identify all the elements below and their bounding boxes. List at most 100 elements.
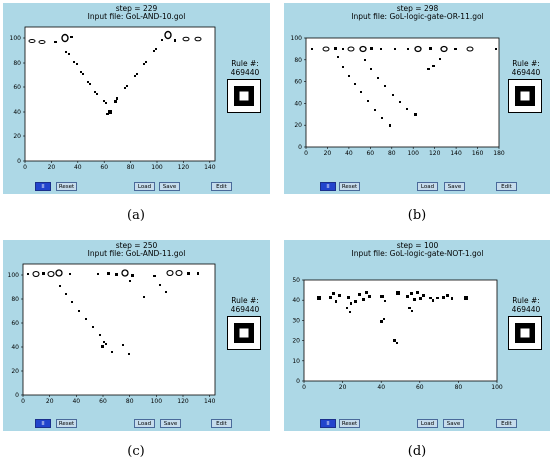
svg-text:80: 80 (126, 398, 134, 405)
svg-text:40: 40 (294, 100, 302, 107)
svg-text:140: 140 (450, 150, 462, 157)
svg-text:80: 80 (127, 164, 135, 171)
rule-label: Rule #: 469440 (506, 59, 546, 77)
edit-button[interactable]: Edit (496, 419, 517, 428)
y-tick: 10 (292, 358, 304, 365)
x-axis: 0 20 40 60 80 100 120 140 (21, 395, 216, 405)
y-axis: 0 10 20 30 40 50 (292, 277, 304, 385)
x-tick: 60 (416, 381, 424, 391)
svg-text:100: 100 (8, 272, 20, 279)
svg-text:80: 80 (294, 57, 302, 64)
y-tick: 30 (292, 317, 304, 324)
reset-button[interactable]: Reset (339, 182, 360, 191)
panel-c: step = 250 Input file: GoL-AND-11.gol 0 … (3, 240, 270, 431)
save-button[interactable]: Save (444, 182, 465, 191)
svg-text:80: 80 (11, 296, 19, 303)
live-cells (28, 30, 202, 115)
x-axis: 0 20 40 60 80 100 120 140 (23, 161, 216, 171)
svg-text:120: 120 (178, 164, 190, 171)
save-button[interactable]: Save (159, 182, 180, 191)
rule-pattern-icon (227, 79, 261, 113)
y-tick: 20 (292, 338, 304, 345)
x-tick: 40 (72, 395, 80, 405)
y-axis: 0 20 40 60 80 100 (291, 35, 306, 151)
x-tick: 0 (23, 161, 27, 171)
svg-text:100: 100 (407, 150, 419, 157)
y-axis: 0 20 40 60 80 100 (8, 272, 23, 399)
x-tick: 40 (74, 161, 82, 171)
svg-text:0: 0 (15, 392, 19, 399)
grid-plot: 0 20 40 60 80 100 120 140 0 20 40 60 80 … (10, 26, 216, 171)
x-tick: 40 (377, 381, 385, 391)
svg-text:60: 60 (11, 320, 19, 327)
panel-b: step = 298 Input file: GoL-logic-gate-OR… (284, 3, 550, 194)
x-tick: 80 (455, 381, 462, 391)
rule-value: 469440 (511, 305, 541, 314)
caption-b: (b) (407, 208, 427, 223)
y-tick: 100 (8, 272, 23, 279)
step-counter: step = 229 (115, 4, 158, 13)
save-button[interactable]: Save (160, 419, 181, 428)
y-tick: 60 (11, 320, 23, 327)
svg-text:20: 20 (324, 150, 332, 157)
rule-pattern-icon (508, 316, 542, 350)
reset-button[interactable]: Reset (339, 419, 360, 428)
x-tick: 160 (472, 147, 484, 157)
y-tick: 20 (13, 133, 25, 140)
y-tick: 0 (298, 144, 306, 151)
rule-value: 469440 (230, 68, 260, 77)
pause-button[interactable]: II (35, 182, 51, 191)
caption-a: (a) (127, 208, 145, 223)
svg-text:160: 160 (472, 150, 484, 157)
svg-text:40: 40 (345, 150, 353, 157)
x-tick: 120 (177, 395, 189, 405)
load-button[interactable]: Load (134, 419, 155, 428)
x-tick: 120 (178, 161, 190, 171)
svg-text:50: 50 (292, 277, 300, 284)
y-tick: 40 (294, 100, 306, 107)
y-tick: 0 (296, 378, 304, 385)
x-tick: 20 (46, 395, 54, 405)
x-tick: 100 (491, 381, 503, 391)
x-tick: 80 (127, 161, 135, 171)
rule-pattern-icon (227, 316, 261, 350)
svg-text:140: 140 (204, 164, 216, 171)
edit-button[interactable]: Edit (496, 182, 517, 191)
x-tick: 60 (366, 147, 374, 157)
reset-button[interactable]: Reset (56, 182, 77, 191)
pause-button[interactable]: II (35, 419, 51, 428)
load-button[interactable]: Load (417, 419, 438, 428)
pause-button[interactable]: II (320, 182, 336, 191)
x-tick: 20 (324, 147, 332, 157)
x-tick: 80 (388, 147, 396, 157)
y-tick: 100 (10, 35, 25, 42)
svg-text:20: 20 (294, 122, 302, 129)
edit-button[interactable]: Edit (211, 182, 232, 191)
svg-text:20: 20 (46, 398, 54, 405)
svg-text:40: 40 (292, 297, 300, 304)
x-tick: 100 (407, 147, 419, 157)
svg-text:0: 0 (17, 158, 21, 165)
y-tick: 80 (294, 57, 306, 64)
svg-text:20: 20 (339, 384, 347, 391)
x-tick: 180 (493, 147, 505, 157)
plot-area (305, 37, 500, 148)
load-button[interactable]: Load (134, 182, 155, 191)
grid-plot: 0 20 40 60 80 100 120 140 160 180 0 20 4… (291, 35, 505, 157)
rule-pattern-icon (508, 79, 542, 113)
svg-text:80: 80 (388, 150, 396, 157)
save-button[interactable]: Save (443, 419, 464, 428)
x-tick: 0 (304, 147, 308, 157)
live-cells (311, 45, 497, 127)
reset-button[interactable]: Reset (56, 419, 77, 428)
load-button[interactable]: Load (417, 182, 438, 191)
svg-text:100: 100 (10, 35, 22, 42)
svg-text:20: 20 (48, 164, 56, 171)
svg-text:60: 60 (416, 384, 424, 391)
input-file-label: Input file: GoL-AND-10.gol (87, 12, 186, 21)
edit-button[interactable]: Edit (211, 419, 232, 428)
svg-text:100: 100 (151, 398, 163, 405)
x-tick: 60 (99, 395, 107, 405)
pause-button[interactable]: II (320, 419, 336, 428)
y-tick: 40 (11, 344, 23, 351)
